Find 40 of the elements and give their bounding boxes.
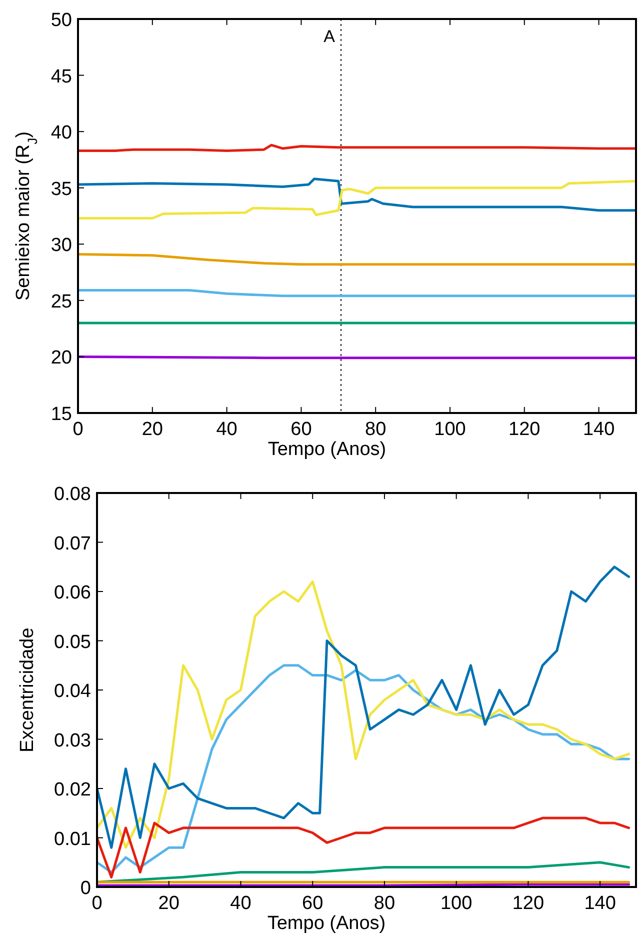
x-axis-title: Tempo (Anos)	[267, 913, 386, 934]
x-tick-label: 100	[440, 893, 472, 914]
line-series	[97, 861, 630, 884]
y-tick-label: 0.03	[54, 730, 91, 752]
y-tick-label: 15	[50, 404, 72, 425]
ref-line-label: A	[324, 27, 336, 46]
line-series	[78, 180, 636, 220]
y-tick-label: 0.04	[54, 681, 92, 702]
x-tick-label: 40	[230, 893, 252, 914]
x-tick-label: 80	[365, 419, 386, 440]
y-tick-label: 0.07	[54, 533, 91, 554]
y-tick-label: 0.08	[54, 484, 91, 505]
x-tick-label: 100	[434, 419, 466, 440]
y-tick-label: 0	[80, 878, 91, 899]
x-tick-label: 40	[216, 419, 238, 440]
y-tick-label: 30	[50, 235, 72, 256]
x-tick-label: 120	[512, 893, 544, 914]
y-tick-label: 0.01	[54, 828, 91, 850]
x-tick-label: 20	[158, 893, 180, 914]
line-series	[97, 816, 630, 878]
y-tick-label: 45	[50, 66, 72, 88]
y-tick-label: 0.06	[54, 582, 91, 604]
x-tick-label: 80	[374, 893, 396, 914]
x-tick-label: 60	[302, 893, 324, 914]
x-tick-label: 140	[584, 893, 616, 914]
y-tick-label: 25	[50, 291, 72, 312]
x-axis-title: Tempo (Anos)	[268, 439, 386, 460]
y-tick-label: 0.05	[54, 632, 91, 653]
y-tick-label: 35	[50, 178, 72, 200]
x-tick-label: 20	[142, 419, 163, 440]
x-tick-label: 140	[582, 419, 615, 440]
y-axis-title: Excentricidade	[17, 628, 38, 752]
x-tick-label: 120	[508, 419, 540, 440]
y-tick-label: 50	[50, 10, 72, 31]
line-series	[78, 178, 636, 212]
y-tick-label: 40	[50, 122, 72, 144]
line-series	[78, 253, 636, 266]
y-tick-label: 20	[50, 348, 72, 369]
x-tick-label: 60	[290, 419, 312, 440]
y-tick-label: 0.02	[54, 780, 91, 800]
